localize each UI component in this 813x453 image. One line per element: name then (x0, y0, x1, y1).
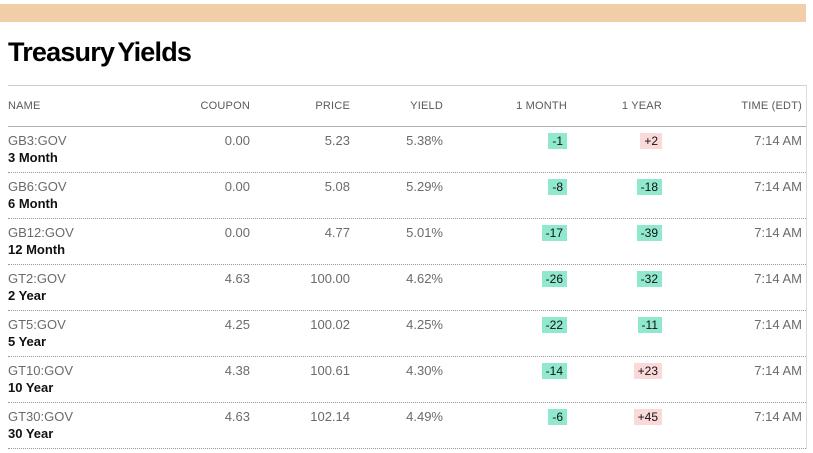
coupon-value: 4.38 (224, 363, 250, 378)
name-cell: GT10:GOV 10 Year (8, 363, 190, 396)
coupon-value: 0.00 (224, 179, 250, 194)
yield-value: 5.38% (406, 133, 443, 148)
time-value: 7:14 AM (754, 271, 802, 286)
coupon-value: 4.63 (224, 409, 250, 424)
one-year-cell: +45 (567, 409, 662, 425)
one-year-change-badge: -11 (637, 317, 662, 333)
one-month-cell: -17 (443, 225, 567, 241)
time-value: 7:14 AM (754, 363, 802, 378)
ticker-link[interactable]: GT30:GOV (8, 409, 74, 424)
column-header-yield: YIELD (410, 100, 443, 112)
one-month-change-badge: -26 (541, 271, 567, 287)
title-divider (8, 85, 806, 86)
one-month-cell: -22 (443, 317, 567, 333)
time-value: 7:14 AM (754, 133, 802, 148)
table-row: GB3:GOV 3 Month 0.00 5.23 5.38% -1 +2 7:… (8, 127, 806, 173)
name-cell: GB3:GOV 3 Month (8, 133, 190, 166)
halftone-banner (0, 4, 806, 22)
column-header-name: NAME (8, 100, 41, 112)
yield-value: 4.25% (406, 317, 443, 332)
one-year-change-badge: +23 (633, 363, 662, 379)
table-row: GB6:GOV 6 Month 0.00 5.08 5.29% -8 -18 7… (8, 173, 806, 219)
table-row: GT5:GOV 5 Year 4.25 100.02 4.25% -22 -11… (8, 311, 806, 357)
one-month-change-badge: -8 (548, 179, 567, 195)
yield-value: 4.49% (406, 409, 443, 424)
one-month-change-badge: -14 (541, 363, 567, 379)
column-header-coupon: COUPON (200, 100, 250, 112)
ticker-link[interactable]: GT5:GOV (8, 317, 66, 332)
one-month-cell: -8 (443, 179, 567, 195)
page-title: Treasury Yields (8, 37, 192, 67)
time-value: 7:14 AM (754, 225, 802, 240)
ticker-link[interactable]: GB6:GOV (8, 179, 67, 194)
one-year-change-badge: +2 (640, 133, 662, 149)
yield-value: 4.62% (406, 271, 443, 286)
column-header-price: PRICE (315, 100, 350, 112)
table-row: GT30:GOV 30 Year 4.63 102.14 4.49% -6 +4… (8, 403, 806, 449)
yield-value: 5.29% (406, 179, 443, 194)
maturity-label: 30 Year (8, 426, 54, 441)
table-body: GB3:GOV 3 Month 0.00 5.23 5.38% -1 +2 7:… (0, 127, 806, 449)
one-year-cell: -18 (567, 179, 662, 195)
table-row: GB12:GOV 12 Month 0.00 4.77 5.01% -17 -3… (8, 219, 806, 265)
name-cell: GB12:GOV 12 Month (8, 225, 190, 258)
time-value: 7:14 AM (754, 179, 802, 194)
maturity-label: 6 Month (8, 196, 58, 211)
maturity-label: 10 Year (8, 380, 54, 395)
one-month-change-badge: -17 (541, 225, 567, 241)
maturity-label: 2 Year (8, 288, 47, 303)
one-month-cell: -26 (443, 271, 567, 287)
time-value: 7:14 AM (754, 409, 802, 424)
coupon-value: 0.00 (224, 133, 250, 148)
yield-value: 5.01% (406, 225, 443, 240)
coupon-value: 4.63 (224, 271, 250, 286)
one-month-change-badge: -6 (548, 409, 567, 425)
one-year-cell: +23 (567, 363, 662, 379)
one-month-cell: -14 (443, 363, 567, 379)
one-month-change-badge: -22 (541, 317, 567, 333)
ticker-link[interactable]: GB3:GOV (8, 133, 67, 148)
price-value: 5.23 (324, 133, 350, 148)
table-row: GT10:GOV 10 Year 4.38 100.61 4.30% -14 +… (8, 357, 806, 403)
one-year-cell: -39 (567, 225, 662, 241)
name-cell: GT2:GOV 2 Year (8, 271, 190, 304)
maturity-label: 3 Month (8, 150, 58, 165)
price-value: 102.14 (310, 409, 350, 424)
time-value: 7:14 AM (754, 317, 802, 332)
one-month-cell: -6 (443, 409, 567, 425)
treasury-yields-table: NAME COUPON PRICE YIELD 1 MONTH 1 YEAR TIME (E… (0, 85, 807, 449)
price-value: 5.08 (324, 179, 350, 194)
ticker-link[interactable]: GT10:GOV (8, 363, 74, 378)
one-year-cell: -32 (567, 271, 662, 287)
table-row: GT2:GOV 2 Year 4.63 100.00 4.62% -26 -32… (8, 265, 806, 311)
maturity-label: 5 Year (8, 334, 47, 349)
price-value: 100.00 (310, 271, 350, 286)
yield-value: 4.30% (406, 363, 443, 378)
one-year-change-badge: -18 (636, 179, 662, 195)
table-header-row: NAME COUPON PRICE YIELD 1 MONTH 1 YEAR TIME (E… (8, 86, 806, 127)
price-value: 100.61 (310, 363, 350, 378)
coupon-value: 4.25 (224, 317, 250, 332)
name-cell: GT5:GOV 5 Year (8, 317, 190, 350)
column-header-one-month: 1 MONTH (516, 100, 567, 112)
ticker-link[interactable]: GT2:GOV (8, 271, 66, 286)
one-year-cell: -11 (567, 317, 662, 333)
name-cell: GT30:GOV 30 Year (8, 409, 190, 442)
one-year-change-badge: -32 (636, 271, 662, 287)
ticker-link[interactable]: GB12:GOV (8, 225, 74, 240)
name-cell: GB6:GOV 6 Month (8, 179, 190, 212)
one-year-change-badge: -39 (636, 225, 662, 241)
coupon-value: 0.00 (224, 225, 250, 240)
maturity-label: 12 Month (8, 242, 66, 257)
column-header-time: TIME (EDT) (741, 100, 802, 112)
one-year-change-badge: +45 (633, 409, 662, 425)
column-header-one-year: 1 YEAR (621, 100, 662, 112)
price-value: 4.77 (324, 225, 350, 240)
one-year-cell: +2 (567, 133, 662, 149)
one-month-cell: -1 (443, 133, 567, 149)
price-value: 100.02 (310, 317, 350, 332)
one-month-change-badge: -1 (548, 133, 567, 149)
